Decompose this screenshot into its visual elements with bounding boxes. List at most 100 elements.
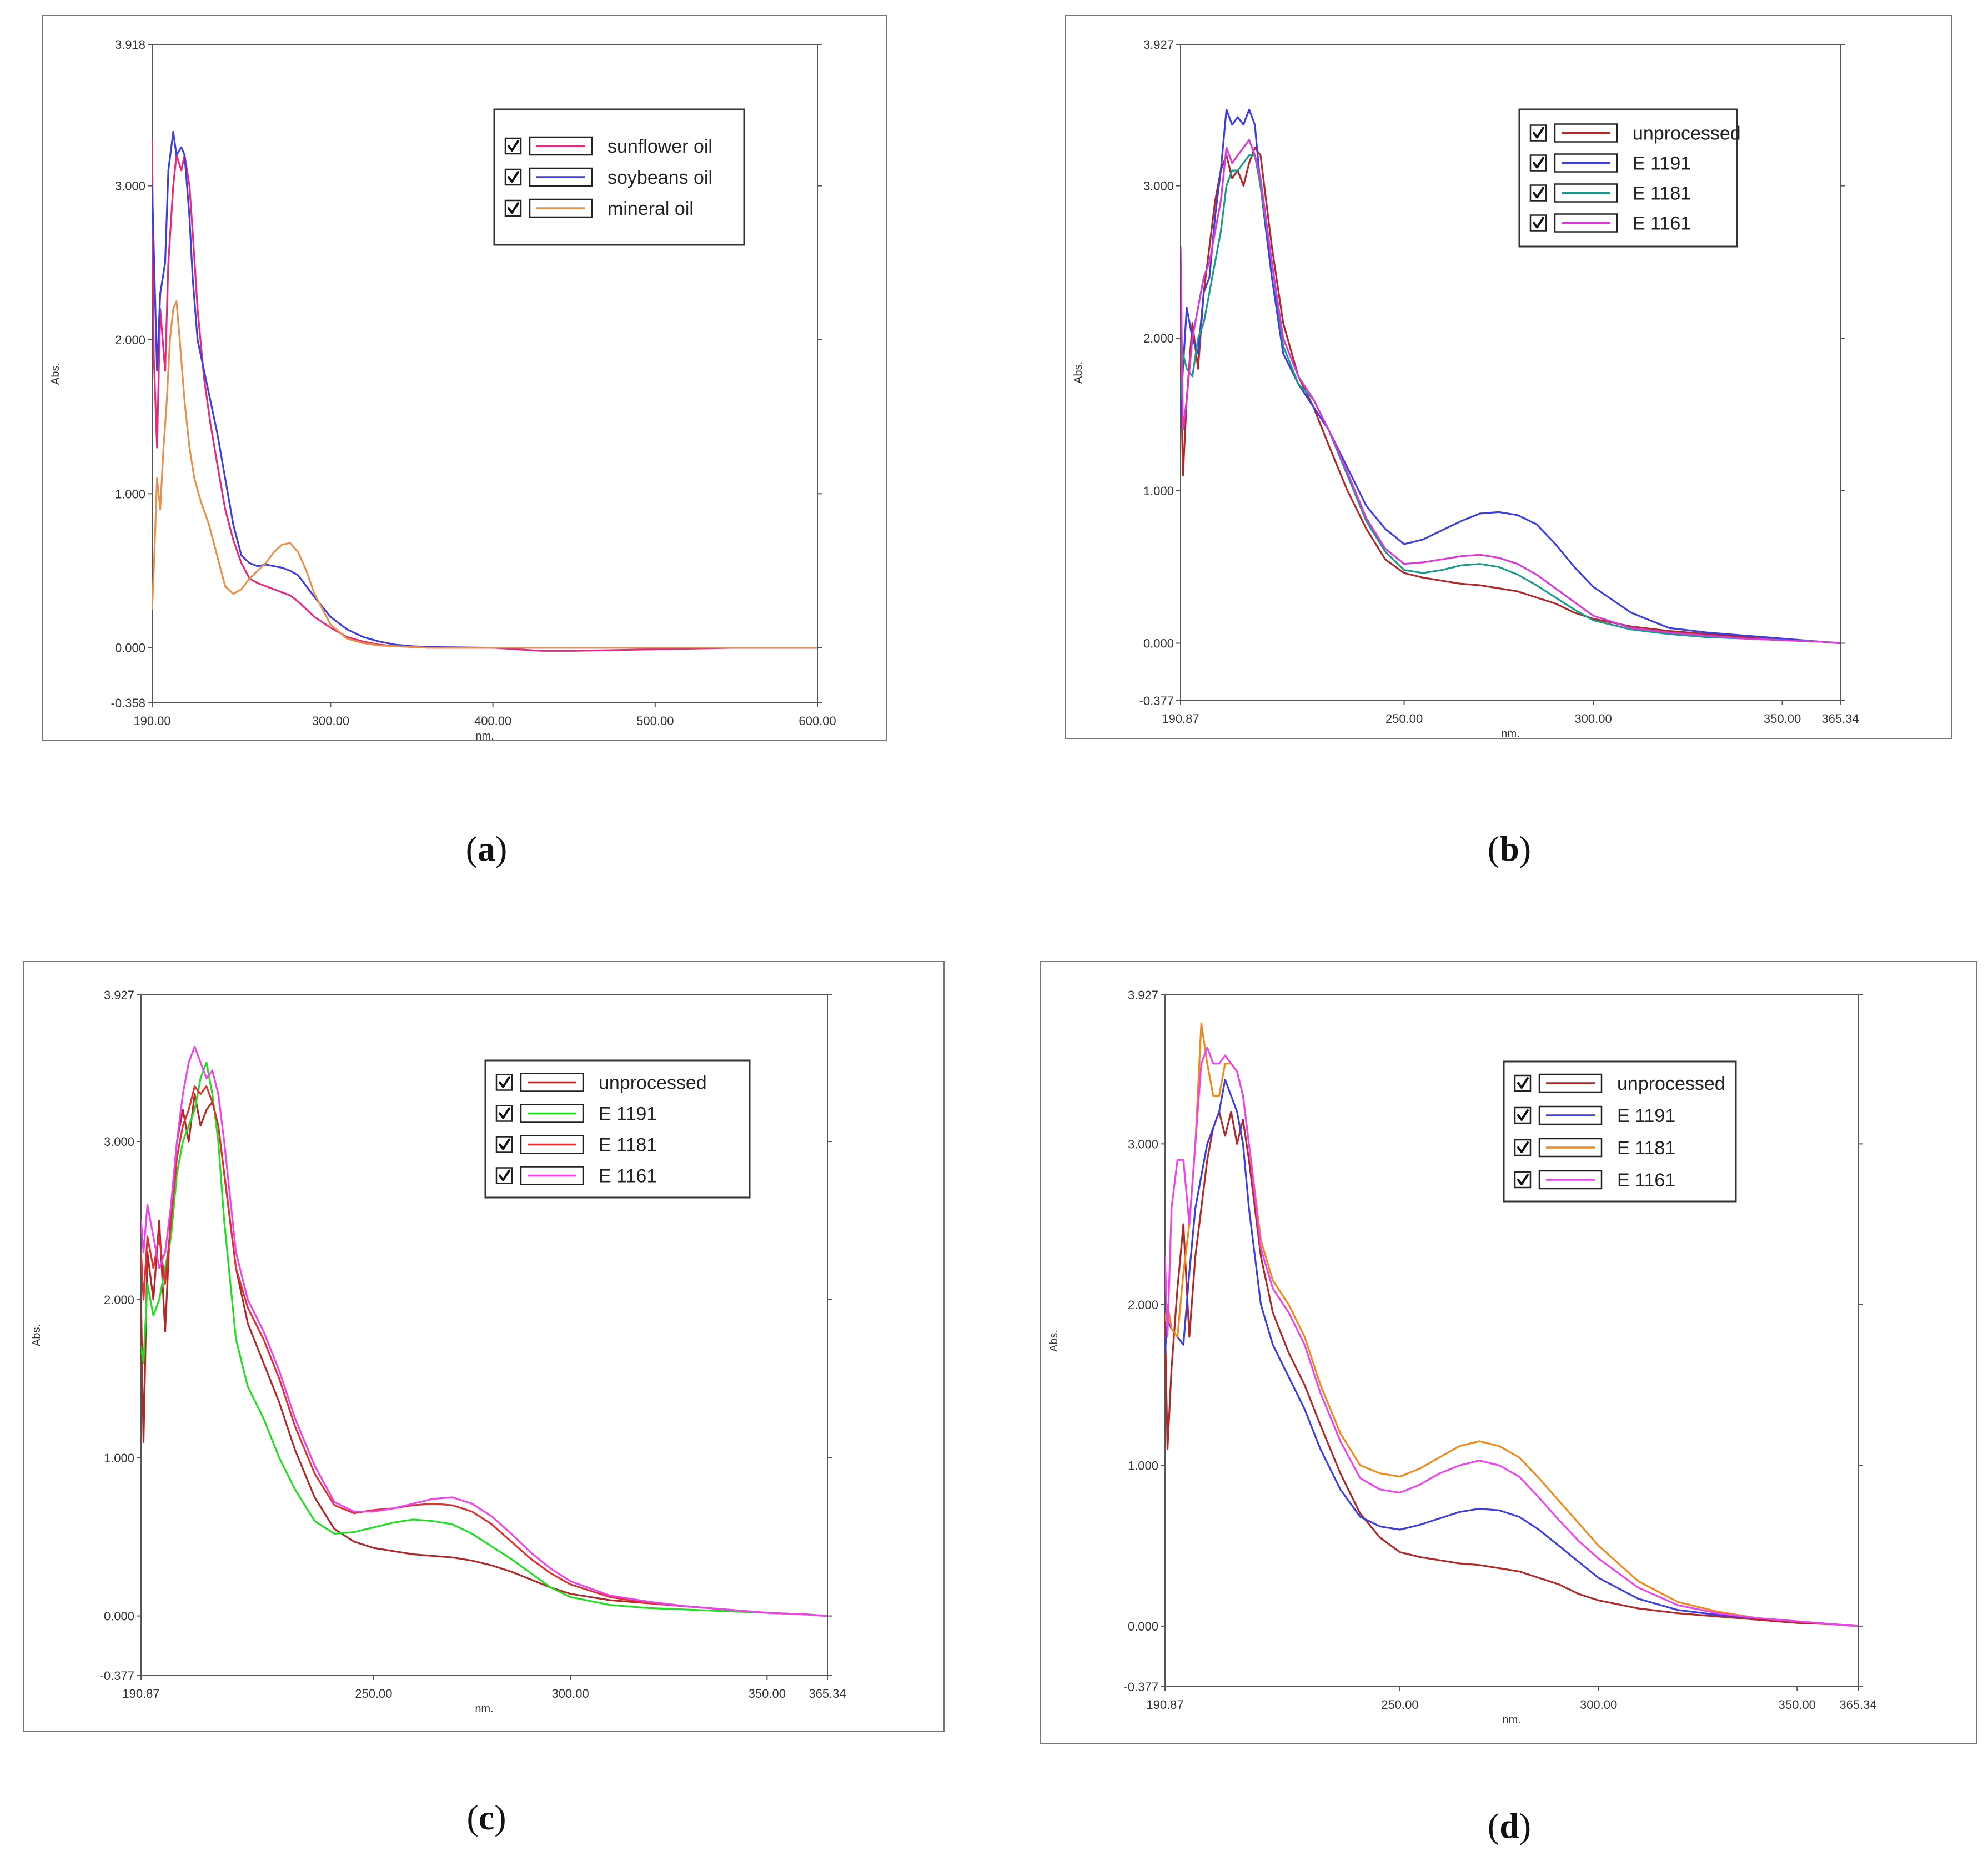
legend-item[interactable]: unprocessed — [1529, 123, 1741, 144]
y-tick-label: 2.000 — [115, 333, 145, 347]
legend-item[interactable]: E 1161 — [1514, 1170, 1675, 1191]
legend-item[interactable]: E 1191 — [495, 1104, 657, 1125]
legend-label: sunflower oil — [608, 136, 712, 157]
series-line-e-1161 — [1165, 1047, 1858, 1627]
y-tick-label: 3.000 — [104, 1135, 134, 1149]
legend-label: mineral oil — [608, 198, 694, 219]
y-tick-label: -0.377 — [100, 1669, 134, 1683]
y-axis-title: Abs. — [49, 363, 62, 385]
legend: unprocessed E 1191 E 1181 E 1161 — [1503, 1060, 1737, 1203]
y-tick-label: 2.000 — [1143, 331, 1174, 345]
y-tick-label: 3.918 — [115, 38, 145, 52]
legend: unprocessed E 1191 E 1181 E 1161 — [484, 1059, 751, 1199]
chart-panel-c: 3.927 3.000 2.000 1.000 0.000 -0.377 190.87 250… — [23, 961, 945, 1837]
check-icon — [499, 1138, 510, 1150]
legend-label: unprocessed — [1617, 1073, 1725, 1094]
series-line-soybeans-oil — [152, 130, 817, 649]
x-tick-label: 250.00 — [355, 1687, 392, 1701]
legend-label: soybeans oil — [608, 167, 712, 188]
y-tick-label: -0.358 — [111, 696, 145, 710]
legend-label: E 1191 — [1617, 1105, 1675, 1126]
series-group — [1165, 1022, 1858, 1627]
y-tick-label: 3.927 — [104, 988, 134, 1002]
legend-item[interactable]: E 1161 — [1529, 213, 1691, 234]
chart-panel-d: 3.927 3.000 2.000 1.000 0.000 -0.377 190.87 250… — [1040, 961, 1977, 1845]
legend-item[interactable]: soybeans oil — [504, 167, 712, 188]
y-tick-label: 1.000 — [1128, 1458, 1158, 1472]
y-tick-label: 3.927 — [1128, 988, 1158, 1002]
legend-item[interactable]: mineral oil — [504, 198, 694, 219]
legend-item[interactable]: E 1181 — [495, 1135, 657, 1156]
panel-caption: (c) — [466, 1798, 506, 1837]
check-icon — [508, 202, 519, 214]
check-icon — [499, 1076, 510, 1088]
check-icon — [508, 171, 519, 183]
x-axis-title: nm. — [1502, 1714, 1520, 1726]
x-tick-label: 250.00 — [1385, 712, 1423, 726]
legend-item[interactable]: unprocessed — [495, 1073, 707, 1094]
check-icon — [1533, 127, 1544, 139]
legend-label: E 1161 — [599, 1166, 657, 1187]
legend-item[interactable]: E 1181 — [1514, 1138, 1675, 1159]
panel-caption: (b) — [1488, 829, 1531, 868]
y-tick-label: 3.000 — [115, 179, 145, 193]
series-line-unprocessed — [1165, 1110, 1858, 1627]
x-tick-label: 350.00 — [1779, 1698, 1816, 1712]
x-tick-label: 190.87 — [1162, 712, 1199, 726]
y-tick-label: 1.000 — [104, 1451, 134, 1465]
y-tick-label: -0.377 — [1124, 1680, 1158, 1694]
x-tick-label: 350.00 — [1764, 712, 1801, 726]
legend-item[interactable]: unprocessed — [1514, 1073, 1725, 1094]
legend-label: E 1191 — [599, 1104, 657, 1125]
y-tick-label: 0.000 — [115, 641, 145, 655]
legend-checkbox[interactable] — [495, 1136, 513, 1153]
x-tick-label: 190.00 — [133, 714, 170, 728]
legend-label: unprocessed — [1633, 123, 1741, 144]
check-icon — [499, 1169, 510, 1181]
x-axis-title: nm. — [475, 730, 494, 742]
check-icon — [1533, 157, 1544, 169]
check-icon — [499, 1107, 510, 1119]
chart-panel-b: 3.927 3.000 2.000 1.000 0.000 -0.377 190.87 250… — [1065, 15, 1952, 868]
legend-item[interactable]: E 1161 — [495, 1166, 657, 1187]
legend-item[interactable]: E 1191 — [1529, 153, 1691, 174]
series-line-e-1191 — [1165, 1078, 1858, 1627]
x-tick-label: 365.34 — [809, 1687, 846, 1701]
legend-item[interactable]: E 1191 — [1514, 1105, 1675, 1126]
x-tick-label: 365.34 — [1839, 1698, 1876, 1712]
series-line-e-1181 — [141, 1085, 827, 1617]
y-tick-label: -0.377 — [1139, 694, 1174, 708]
legend-label: E 1191 — [1633, 153, 1691, 174]
legend: unprocessed E 1191 E 1181 E 1161 — [1518, 108, 1741, 248]
y-tick-label: 3.927 — [1143, 38, 1174, 52]
legend-item[interactable]: sunflower oil — [504, 136, 712, 157]
check-icon — [1517, 1077, 1529, 1089]
x-tick-label: 300.00 — [312, 714, 349, 728]
x-axis-title: nm. — [475, 1703, 493, 1715]
check-icon — [1517, 1174, 1529, 1185]
x-tick-label: 365.34 — [1821, 712, 1859, 726]
y-tick-label: 0.000 — [1128, 1619, 1158, 1633]
y-tick-label: 3.000 — [1128, 1137, 1158, 1151]
plot-area — [1180, 44, 1841, 701]
panel-caption: (a) — [466, 829, 508, 868]
series-line-e-1181 — [1165, 1022, 1858, 1627]
x-tick-label: 190.87 — [1146, 1698, 1183, 1712]
x-tick-label: 300.00 — [1574, 712, 1612, 726]
y-tick-label: 2.000 — [1128, 1298, 1158, 1312]
y-tick-label: 1.000 — [1143, 484, 1174, 498]
y-axis-title: Abs. — [1072, 361, 1085, 384]
panel-caption: (d) — [1488, 1806, 1531, 1845]
check-icon — [1533, 217, 1544, 229]
x-tick-label: 250.00 — [1381, 1698, 1418, 1712]
x-axis-title: nm. — [1501, 728, 1519, 740]
legend-label: E 1161 — [1617, 1170, 1675, 1191]
legend-label: E 1181 — [1617, 1138, 1675, 1159]
check-icon — [508, 140, 519, 152]
legend-label: E 1181 — [599, 1135, 657, 1156]
x-tick-label: 300.00 — [1580, 1698, 1617, 1712]
x-tick-label: 300.00 — [551, 1687, 589, 1701]
legend-item[interactable]: E 1181 — [1529, 183, 1691, 204]
legend-label: E 1181 — [1633, 183, 1691, 204]
